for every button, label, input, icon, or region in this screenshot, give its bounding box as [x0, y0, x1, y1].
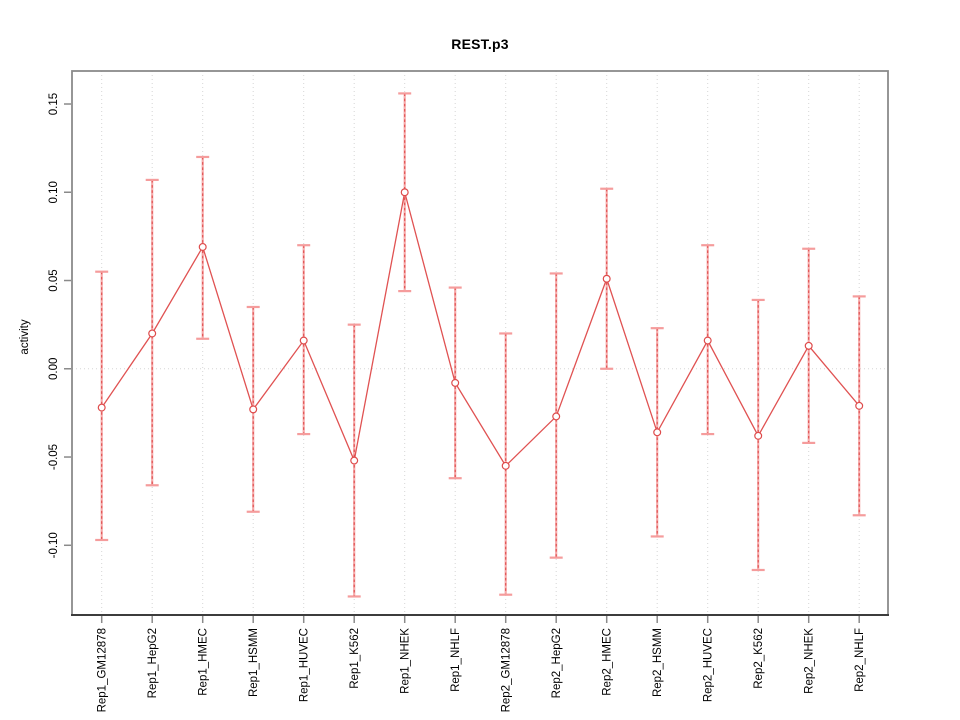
data-point: [249, 405, 258, 414]
data-point: [552, 412, 561, 421]
data-point: [299, 336, 308, 345]
x-category-label: Rep1_HUVEC: [299, 628, 311, 702]
y-tick-label: 0.15: [48, 93, 60, 115]
data-point: [501, 461, 510, 470]
y-tick-label: -0.10: [48, 532, 60, 558]
x-category-label: Rep2_NHLF: [854, 628, 866, 692]
data-point: [602, 274, 611, 283]
x-category-label: Rep2_K562: [753, 628, 765, 689]
data-point: [754, 431, 763, 440]
plot-frame: [71, 70, 889, 616]
y-tick-label: 0.10: [48, 181, 60, 203]
y-tick-label: 0.05: [48, 269, 60, 291]
x-category-label: Rep2_HMEC: [602, 628, 614, 696]
x-category-label: Rep2_HUVEC: [703, 628, 715, 702]
x-category-label: Rep1_NHEK: [400, 628, 412, 694]
y-tick-label: 0.00: [48, 358, 60, 380]
data-point: [148, 329, 157, 338]
data-point: [400, 188, 409, 197]
data-point: [97, 403, 106, 412]
x-category-label: Rep2_NHEK: [804, 628, 816, 694]
data-point: [653, 428, 662, 437]
x-category-label: Rep2_HSMM: [652, 628, 664, 697]
x-category-label: Rep2_GM12878: [501, 628, 513, 712]
y-tick-label: -0.05: [48, 444, 60, 470]
x-category-label: Rep1_GM12878: [97, 628, 109, 712]
data-point: [703, 336, 712, 345]
x-category-label: Rep1_HepG2: [147, 628, 159, 698]
data-point: [451, 378, 460, 387]
x-category-label: Rep1_NHLF: [450, 628, 462, 692]
x-category-label: Rep1_HSMM: [248, 628, 260, 697]
data-point: [855, 401, 864, 410]
series-line: [101, 192, 860, 467]
data-point: [198, 242, 207, 251]
x-category-label: Rep1_HMEC: [198, 628, 210, 696]
chart-title: REST.p3: [451, 36, 509, 52]
data-point: [804, 341, 813, 350]
data-point: [350, 456, 359, 465]
x-category-label: Rep1_K562: [349, 628, 361, 689]
x-category-label: Rep2_HepG2: [551, 628, 563, 698]
